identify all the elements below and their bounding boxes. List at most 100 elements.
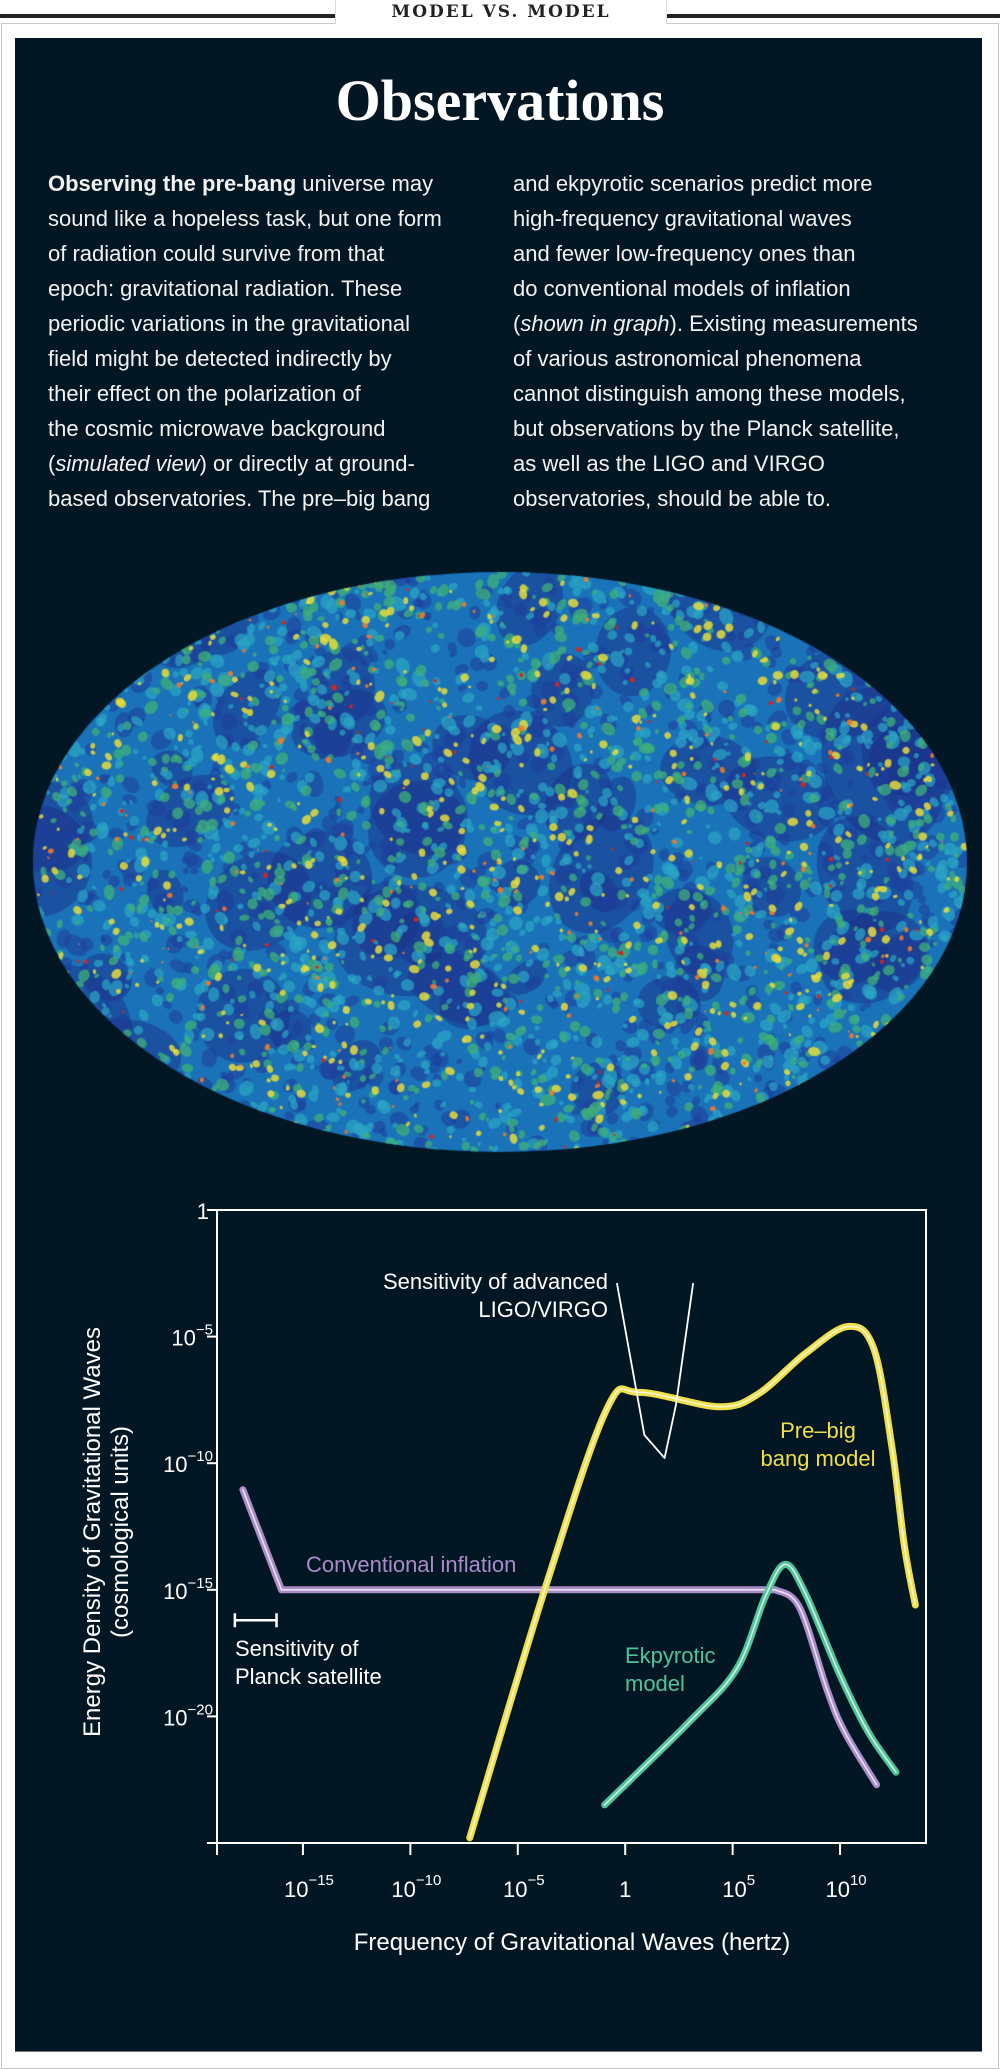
y-tick-label: 10−5: [171, 1322, 213, 1351]
ekpyrotic-label: Ekpyrotic: [625, 1643, 715, 1668]
body-text-left: Observing the pre-bang universe may sound…: [48, 166, 442, 516]
text-line: as well as the LIGO and VIRGO: [513, 446, 918, 481]
conventional-inflation-label: Conventional inflation: [306, 1552, 516, 1577]
text-line: and ekpyrotic scenarios predict more: [513, 166, 918, 201]
text-segment: and ekpyrotic scenarios predict more: [513, 171, 873, 196]
italic-text: simulated view: [55, 451, 200, 476]
plot-frame: [207, 1209, 927, 1855]
body-text-right: and ekpyrotic scenarios predict more high…: [513, 166, 918, 516]
text-line: and fewer low-frequency ones than: [513, 236, 918, 271]
text-segment: as well as the LIGO and VIRGO: [513, 451, 825, 476]
y-tick-label: 10−15: [163, 1575, 213, 1604]
y-tick-base: 10: [163, 1579, 187, 1604]
y-tick-exponent: −5: [196, 1322, 213, 1339]
planck-annotation: Planck satellite: [235, 1664, 382, 1689]
x-tick-label: 105: [722, 1872, 755, 1902]
page-title: Observations: [335, 68, 665, 133]
x-tick-base: 1: [619, 1877, 631, 1902]
text-segment: of various astronomical phenomena: [513, 346, 862, 371]
text-line: but observations by the Planck satellite…: [513, 411, 918, 446]
text-line: cannot distinguish among these models,: [513, 376, 918, 411]
x-tick-label: 1010: [825, 1872, 866, 1902]
text-segment: sound like a hopeless task, but one form: [48, 206, 442, 231]
y-tick-base: 10: [163, 1705, 187, 1730]
x-tick-label: 10−5: [503, 1872, 545, 1902]
pre-big-bang-label: bang model: [761, 1446, 876, 1471]
x-tick-exponent: 10: [850, 1872, 867, 1889]
cmb-sky-map: [0, 560, 1000, 1160]
x-tick-base: 10: [722, 1877, 746, 1902]
text-segment: (: [513, 311, 521, 336]
text-line: of radiation could survive from that: [48, 236, 442, 271]
x-tick-base: 10: [391, 1877, 415, 1902]
text-line: observatories, should be able to.: [513, 481, 918, 516]
text-line: the cosmic microwave background: [48, 411, 442, 446]
header-rule-left: [0, 14, 335, 18]
ekpyrotic-label: model: [625, 1671, 685, 1696]
text-segment: (: [48, 451, 56, 476]
x-tick-exponent: −15: [308, 1872, 333, 1889]
text-segment: universe may: [296, 171, 434, 196]
section-kicker: MODEL VS. MODEL: [335, 0, 667, 24]
text-segment: high-frequency gravitational waves: [513, 206, 852, 231]
y-tick-base: 10: [163, 1452, 187, 1477]
lead-in-bold: Observing the pre-bang: [48, 171, 297, 196]
x-tick-exponent: −5: [527, 1872, 544, 1889]
y-tick-label: 1: [197, 1199, 209, 1224]
y-axis-title: Energy Density of Gravitational Waves: [79, 1327, 106, 1737]
text-segment: and fewer low-frequency ones than: [513, 241, 856, 266]
y-tick-exponent: −10: [188, 1448, 213, 1465]
text-line: do conventional models of inflation: [513, 271, 918, 306]
text-segment: epoch: gravitational radiation. These: [48, 276, 403, 301]
text-line: epoch: gravitational radiation. These: [48, 271, 442, 306]
y-tick-label: 10−10: [163, 1448, 213, 1477]
text-segment: based observatories. The pre–big bang: [48, 486, 431, 511]
text-line: (simulated view) or directly at ground-: [48, 446, 442, 481]
ligo-annotation: LIGO/VIRGO: [478, 1297, 608, 1322]
y-tick-base: 1: [197, 1199, 209, 1224]
ligo-sensitivity-curve: [616, 1282, 695, 1459]
text-segment: periodic variations in the gravitational: [48, 311, 410, 336]
x-tick-base: 10: [284, 1877, 308, 1902]
text-segment: do conventional models of inflation: [513, 276, 851, 301]
pre-big-bang-label: Pre–big: [780, 1418, 856, 1443]
text-line: of various astronomical phenomena: [513, 341, 918, 376]
text-segment: cannot distinguish among these models,: [513, 381, 906, 406]
y-tick-exponent: −20: [188, 1701, 213, 1718]
italic-text: shown in graph: [520, 311, 670, 336]
text-line: periodic variations in the gravitational: [48, 306, 442, 341]
x-tick-exponent: −10: [416, 1872, 441, 1889]
text-segment: ) or directly at ground-: [199, 451, 415, 476]
text-segment: field might be detected indirectly by: [48, 346, 392, 371]
text-segment: the cosmic microwave background: [48, 416, 386, 441]
x-tick-exponent: 5: [747, 1872, 755, 1889]
text-line: sound like a hopeless task, but one form: [48, 201, 442, 236]
y-axis-subtitle: (cosmological units): [107, 1426, 134, 1638]
text-line: Observing the pre-bang universe may: [48, 166, 442, 201]
x-tick-label: 1: [619, 1877, 631, 1902]
text-line: based observatories. The pre–big bang: [48, 481, 442, 516]
text-segment: their effect on the polarization of: [48, 381, 361, 406]
conventional-inflation-curve-highlight: [242, 1488, 878, 1786]
x-tick-base: 10: [825, 1877, 849, 1902]
pre-big-bang-curve-highlight: [468, 1325, 917, 1839]
y-tick-base: 10: [171, 1326, 195, 1351]
y-tick-label: 10−20: [163, 1701, 213, 1730]
ekpyrotic-curve-highlight: [603, 1563, 897, 1806]
y-tick-exponent: −15: [188, 1575, 213, 1592]
x-tick-label: 10−15: [284, 1872, 334, 1902]
x-tick-base: 10: [503, 1877, 527, 1902]
text-segment: of radiation could survive from that: [48, 241, 385, 266]
text-line: high-frequency gravitational waves: [513, 201, 918, 236]
text-segment: observatories, should be able to.: [513, 486, 831, 511]
planck-annotation: Sensitivity of: [235, 1636, 359, 1661]
x-axis-title: Frequency of Gravitational Waves (hertz): [354, 1929, 791, 1956]
x-tick-label: 10−10: [391, 1872, 441, 1902]
text-segment: ). Existing measurements: [669, 311, 918, 336]
text-line: their effect on the polarization of: [48, 376, 442, 411]
text-line: field might be detected indirectly by: [48, 341, 442, 376]
header-rule-right: [665, 14, 1000, 18]
text-line: (shown in graph). Existing measurements: [513, 306, 918, 341]
ligo-annotation: Sensitivity of advanced: [383, 1269, 608, 1294]
